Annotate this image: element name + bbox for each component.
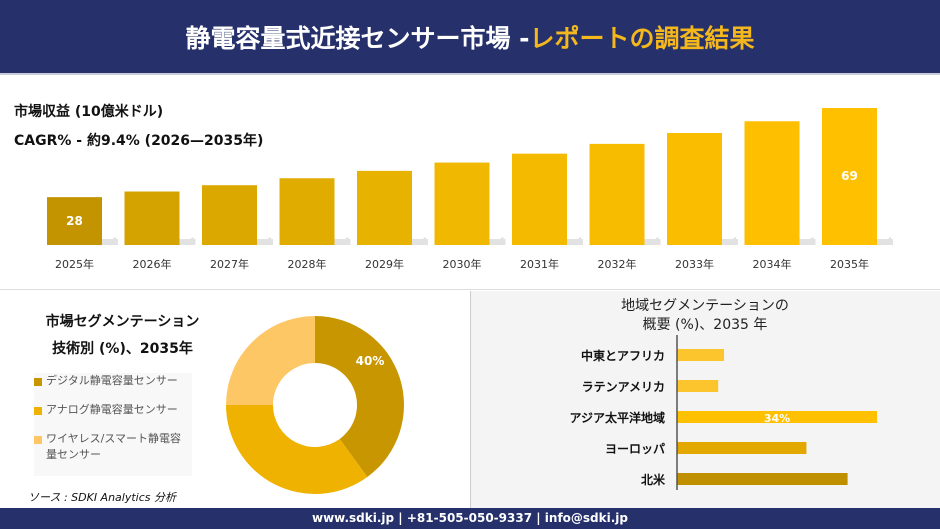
bar-2026年	[124, 191, 180, 245]
legend-item: デジタル静電容量センサー	[34, 373, 192, 389]
x-tick-label: 2032年	[598, 257, 637, 271]
segment-title: 市場セグメンテーション	[45, 314, 200, 330]
segment-subtitle: 技術別 (%)、2035年	[52, 341, 193, 357]
x-tick-label: 2027年	[210, 257, 249, 271]
divider	[0, 289, 940, 290]
slice-value-label: 40%	[356, 354, 385, 368]
x-tick-label: 2034年	[753, 257, 792, 271]
title-main: 静電容量式近接センサー市場 -	[185, 23, 530, 53]
revenue-bar-chart: 2025年 28 2026年 2027年 2028年 2029年 2030年 2031年 203…	[47, 108, 893, 271]
region-bar	[677, 411, 877, 423]
region-title-line2: 概要 (%)、2035 年	[642, 317, 768, 333]
region-bar	[677, 349, 725, 361]
legend-item: アナログ静電容量センサー	[34, 402, 192, 418]
x-tick-label: 2025年	[55, 257, 94, 271]
source-note: ソース : SDKI Analytics 分析	[28, 491, 177, 504]
bar-2030年	[434, 162, 490, 245]
bar-shadow	[100, 239, 118, 245]
donut-slice	[226, 405, 368, 494]
cagr-text: CAGR% - 約9.4% (2026—2035年)	[14, 133, 264, 149]
bar-2034年	[744, 121, 800, 245]
technology-donut-chart: 40%	[226, 316, 404, 494]
legend-label: デジタル静電容量センサー	[46, 374, 178, 387]
x-tick-label: 2028年	[288, 257, 327, 271]
bar-shadow	[177, 239, 196, 245]
bar-value-label: 28	[66, 214, 83, 228]
legend-swatch	[34, 407, 42, 415]
bar-2031年	[512, 153, 567, 245]
legend-swatch	[34, 378, 42, 386]
bar-2029年	[357, 170, 412, 245]
footer-contact: www.sdki.jp | +81-505-050-9337 | info@sd…	[0, 508, 940, 529]
region-label: ラテンアメリカ	[582, 380, 665, 394]
bar-2033年	[667, 133, 722, 245]
region-title: 地域セグメンテーションの 概要 (%)、2035 年	[470, 297, 940, 335]
legend-item: ワイヤレス/スマート静電容量センサー	[34, 431, 192, 463]
legend-label: ワイヤレス/スマート静電容量センサー	[46, 432, 182, 461]
bar-shadow	[642, 239, 661, 245]
bar-shadow	[487, 239, 506, 245]
bar-2028年	[279, 178, 335, 245]
bar-2032年	[589, 143, 645, 245]
region-bar	[677, 442, 807, 454]
region-bar	[677, 473, 848, 485]
bar-shadow	[332, 239, 351, 245]
revenue-title: 市場収益 (10億米ドル)	[14, 104, 164, 120]
region-title-line1: 地域セグメンテーションの	[621, 298, 789, 314]
region-label: 中東とアフリカ	[581, 348, 665, 363]
bar-2035年	[822, 108, 877, 245]
region-panel	[470, 291, 940, 508]
x-tick-label: 2035年	[830, 257, 869, 271]
x-tick-label: 2026年	[133, 257, 172, 271]
bar-shadow	[255, 239, 273, 245]
x-tick-label: 2029年	[365, 257, 404, 271]
region-label: 北米	[641, 472, 666, 487]
bar-shadow	[875, 239, 893, 245]
x-tick-label: 2033年	[675, 257, 714, 271]
x-tick-label: 2031年	[520, 257, 559, 271]
region-label: ヨーロッパ	[605, 442, 665, 456]
donut-slice	[315, 316, 404, 478]
region-value-label: 34%	[764, 412, 790, 425]
legend-swatch	[34, 436, 42, 444]
donut-slice	[226, 316, 315, 405]
bar-shadow	[720, 239, 738, 245]
bar-2027年	[202, 185, 257, 245]
bar-shadow	[565, 239, 583, 245]
region-bar	[677, 380, 719, 392]
legend-label: アナログ静電容量センサー	[46, 403, 178, 416]
bar-value-label: 69	[841, 169, 858, 183]
bar-2025年	[47, 197, 102, 245]
donut-legend: デジタル静電容量センサー アナログ静電容量センサーワイヤレス/スマート静電容量セン…	[34, 373, 192, 476]
bar-shadow	[410, 239, 428, 245]
title-accent: レポートの調査結果	[529, 23, 755, 53]
region-label: アジア太平洋地域	[569, 410, 665, 425]
x-tick-label: 2030年	[443, 257, 482, 271]
bar-shadow	[797, 239, 816, 245]
header-banner: 静電容量式近接センサー市場 - レポートの調査結果	[0, 0, 940, 75]
